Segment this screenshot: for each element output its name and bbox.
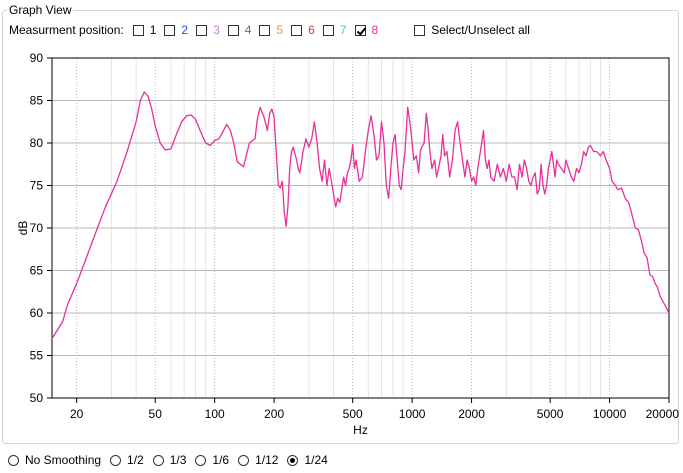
position-6-label: 6 — [308, 23, 315, 37]
measurement-row: Measurment position: 1 2 3 4 5 6 7 8 Select/Uns… — [9, 22, 538, 38]
smoothing-option[interactable]: No Smoothing — [8, 453, 101, 467]
radio-circle[interactable] — [110, 454, 122, 466]
x-tick-label: 2000 — [458, 407, 485, 421]
radio-circle[interactable] — [287, 454, 299, 466]
position-6-checkbox[interactable]: 6 — [291, 23, 315, 37]
radio-circle[interactable] — [152, 454, 164, 466]
smoothing-option-label: 1/24 — [304, 453, 328, 467]
x-tick-label: 50 — [149, 407, 163, 421]
position-2-box[interactable] — [164, 24, 176, 36]
smoothing-option[interactable]: 1/3 — [152, 453, 187, 467]
position-2-label: 2 — [181, 23, 189, 37]
smoothing-row: No Smoothing 1/2 1/3 1/6 1/12 1/24 — [8, 452, 337, 468]
position-7-label: 7 — [339, 23, 347, 37]
smoothing-option[interactable]: 1/2 — [110, 453, 144, 467]
y-tick-label: 60 — [30, 306, 44, 320]
y-tick-label: 70 — [30, 221, 44, 235]
position-2-checkbox[interactable]: 2 — [164, 23, 188, 37]
plot-border — [51, 57, 670, 399]
select-all-checkbox[interactable]: Select/Unselect all — [414, 23, 530, 37]
smoothing-option-label: 1/6 — [212, 453, 230, 467]
x-tick-label: 10000 — [593, 407, 627, 421]
frequency-response-chart: 50 55 60 65 70 75 80 85 90 20 50 100 200 500 1000 2000 5… — [16, 51, 680, 437]
measurement-label: Measurment position: — [9, 23, 124, 37]
position-3-box[interactable] — [196, 24, 208, 36]
y-tick-label: 65 — [30, 264, 44, 278]
y-tick-label: 80 — [30, 136, 44, 150]
x-tick-label: 500 — [343, 407, 363, 421]
group-title: Graph View — [7, 3, 74, 17]
y-tick-label: 55 — [30, 349, 44, 363]
position-7-box[interactable] — [322, 24, 334, 36]
position-4-checkbox[interactable]: 4 — [227, 23, 252, 37]
x-tick-label: 200 — [264, 407, 284, 421]
position-7-checkbox[interactable]: 7 — [322, 23, 347, 37]
y-tick-label: 75 — [30, 179, 44, 193]
smoothing-option[interactable]: 1/24 — [287, 453, 328, 467]
x-axis-label: Hz — [353, 423, 368, 437]
position-5-checkbox[interactable]: 5 — [259, 23, 283, 37]
smoothing-option-label: 1/12 — [255, 453, 279, 467]
position-6-box[interactable] — [291, 24, 303, 36]
position-8-checkbox[interactable]: 8 — [354, 23, 379, 37]
position-5-box[interactable] — [259, 24, 271, 36]
radio-circle[interactable] — [8, 454, 19, 466]
smoothing-option[interactable]: 1/6 — [195, 453, 229, 467]
select-all-label: Select/Unselect all — [431, 23, 530, 37]
y-axis-label: dB — [16, 221, 30, 236]
position-4-label: 4 — [244, 23, 252, 37]
position-1-box[interactable] — [132, 24, 144, 36]
y-tick-label: 90 — [30, 51, 44, 65]
position-3-label: 3 — [213, 23, 220, 37]
x-tick-label: 20 — [70, 407, 84, 421]
smoothing-option-label: No Smoothing — [25, 453, 102, 467]
x-tick-label: 5000 — [537, 407, 564, 421]
y-tick-label: 50 — [30, 391, 44, 405]
smoothing-option-label: 1/2 — [127, 453, 144, 467]
x-tick-label: 20000 — [646, 407, 680, 421]
x-tick-label: 100 — [205, 407, 225, 421]
smoothing-option-label: 1/3 — [169, 453, 187, 467]
position-3-checkbox[interactable]: 3 — [196, 23, 220, 37]
radio-circle[interactable] — [238, 454, 250, 466]
series-line — [51, 91, 670, 339]
position-8-box[interactable] — [354, 24, 366, 36]
position-4-box[interactable] — [227, 24, 239, 36]
graph-view-group — [2, 10, 679, 444]
position-1-checkbox[interactable]: 1 — [132, 23, 157, 37]
radio-circle[interactable] — [195, 454, 207, 466]
x-tick-label: 1000 — [399, 407, 426, 421]
position-8-label: 8 — [371, 23, 379, 37]
position-5-label: 5 — [276, 23, 284, 37]
y-tick-label: 85 — [30, 94, 44, 108]
select-all-box[interactable] — [414, 24, 426, 36]
position-1-label: 1 — [149, 23, 157, 37]
smoothing-option[interactable]: 1/12 — [238, 453, 278, 467]
